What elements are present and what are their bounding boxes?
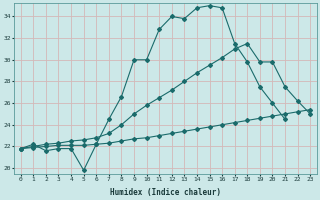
X-axis label: Humidex (Indice chaleur): Humidex (Indice chaleur)	[110, 188, 221, 197]
